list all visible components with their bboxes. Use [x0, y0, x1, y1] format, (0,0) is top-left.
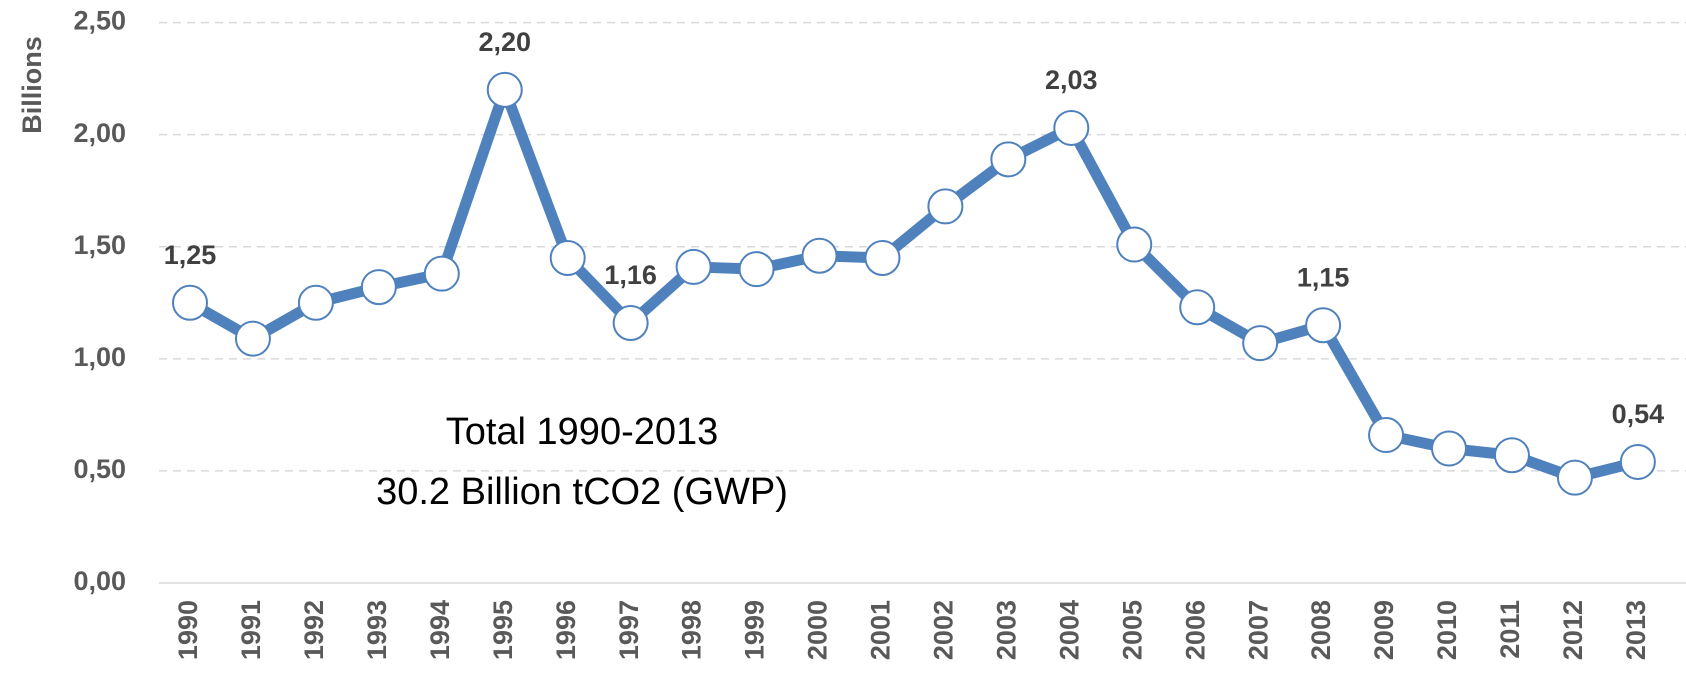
marker [486, 71, 523, 108]
marker [1619, 443, 1656, 480]
x-tick-label: 2003 [991, 600, 1021, 660]
x-tick-label: 1991 [236, 600, 266, 660]
x-tick-label: 1999 [740, 600, 770, 660]
x-tick-label: 2011 [1495, 600, 1525, 659]
marker [927, 188, 964, 225]
annotation: 30.2 Billion tCO2 (GWP) [376, 471, 788, 513]
x-tick-label: 1997 [614, 600, 644, 660]
y-tick-label: 1,50 [73, 230, 126, 260]
marker [738, 251, 775, 288]
marker [1053, 109, 1090, 146]
marker [1179, 289, 1216, 326]
marker [1116, 226, 1153, 263]
marker [1368, 417, 1405, 454]
x-tick-label: 1995 [488, 600, 518, 660]
x-tick-label: 1992 [299, 600, 329, 660]
x-tick-label: 2008 [1306, 600, 1336, 660]
x-tick-label: 2010 [1432, 600, 1462, 660]
y-tick-label: 0,50 [73, 454, 126, 484]
annotation: Total 1990-2013 [446, 411, 719, 453]
data-label: 1,16 [604, 260, 657, 290]
marker [549, 239, 586, 276]
marker [801, 237, 838, 274]
data-label: 2,20 [478, 27, 531, 57]
x-tick-label: 1993 [362, 600, 392, 660]
x-tick-label: 2012 [1558, 600, 1588, 660]
marker [990, 141, 1027, 178]
data-label: 0,54 [1612, 399, 1665, 429]
marker [1242, 325, 1279, 362]
x-tick-label: 2007 [1243, 600, 1273, 660]
y-tick-label: 2,50 [73, 6, 126, 36]
marker [612, 304, 649, 341]
x-tick-label: 2004 [1054, 600, 1084, 660]
y-tick-label: 1,00 [73, 342, 126, 372]
x-tick-label: 2001 [866, 600, 896, 660]
marker [1493, 437, 1530, 474]
y-tick-label: 0,00 [73, 566, 126, 596]
marker [1556, 459, 1593, 496]
line [187, 84, 1640, 484]
x-tick-label: 2000 [803, 600, 833, 660]
marker [360, 269, 397, 306]
x-tick-label: 1990 [173, 600, 203, 660]
marker [297, 284, 334, 321]
x-tick-label: 1996 [551, 600, 581, 660]
data-label: 1,15 [1297, 262, 1350, 292]
x-tick-label: 2006 [1180, 600, 1210, 660]
data-label: 1,25 [164, 240, 217, 270]
x-tick-label: 1998 [677, 600, 707, 660]
data-label: 2,03 [1045, 65, 1098, 95]
marker [1431, 430, 1467, 467]
marker [864, 239, 901, 276]
x-tick-label: 1994 [425, 600, 455, 660]
y-tick-label: 2,00 [73, 118, 126, 148]
marker [172, 284, 208, 321]
marker [1305, 307, 1342, 344]
y-axis-label: Billions [17, 36, 47, 134]
x-tick-label: 2005 [1117, 600, 1147, 660]
marker [234, 320, 271, 357]
marker [423, 255, 460, 292]
x-tick-label: 2009 [1369, 600, 1399, 660]
x-tick-label: 2013 [1621, 600, 1651, 660]
x-tick-label: 2002 [929, 600, 959, 660]
marker [675, 248, 712, 285]
